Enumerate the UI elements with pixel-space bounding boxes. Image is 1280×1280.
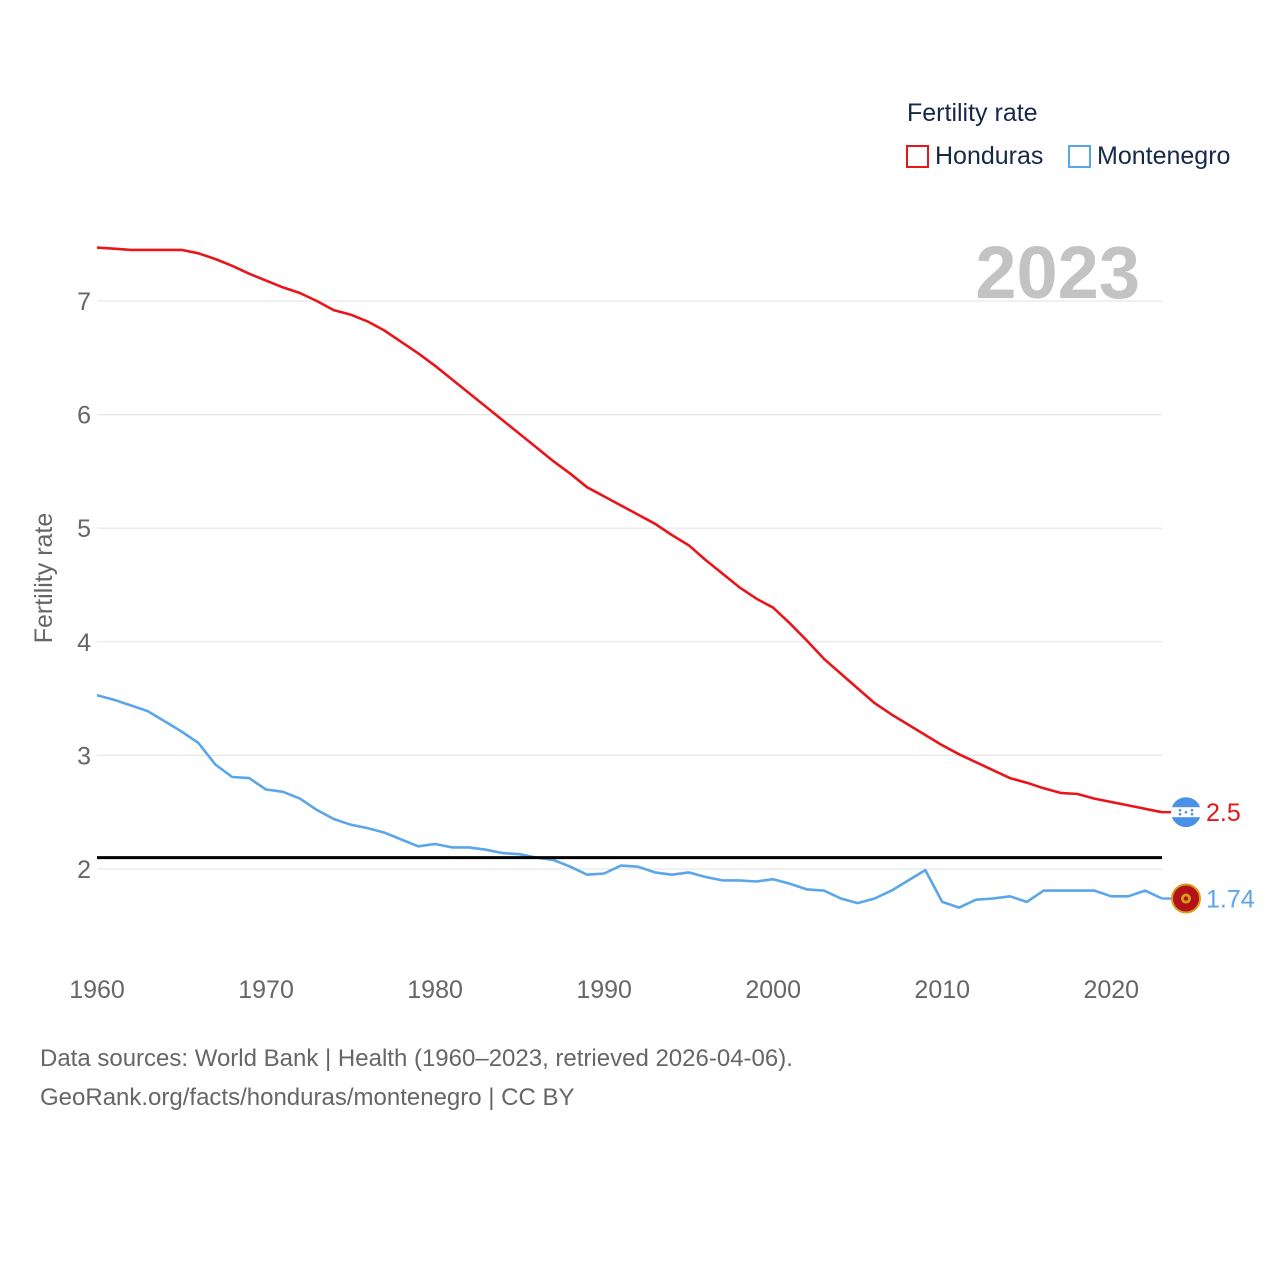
x-tick-label: 2000 bbox=[745, 976, 801, 1004]
y-tick-label: 3 bbox=[77, 742, 91, 770]
series-line-montenegro[interactable] bbox=[96, 693, 1163, 909]
x-tick-label: 1990 bbox=[576, 976, 632, 1004]
legend-title: Fertility rate bbox=[907, 99, 1038, 127]
series-lines bbox=[96, 246, 1163, 909]
legend-item-honduras[interactable]: Honduras bbox=[906, 142, 1043, 171]
legend-label-honduras: Honduras bbox=[935, 142, 1044, 170]
y-tick-label: 5 bbox=[77, 515, 91, 543]
y-tick-label: 4 bbox=[77, 629, 91, 657]
x-tick-label: 1960 bbox=[69, 976, 125, 1004]
footer-sources: Data sources: World Bank | Health (1960–… bbox=[40, 1045, 793, 1072]
y-tick-label: 2 bbox=[77, 856, 91, 884]
legend-item-montenegro[interactable]: Montenegro bbox=[1068, 142, 1230, 171]
legend-swatch-honduras bbox=[906, 145, 929, 168]
end-value-label-honduras: 2.5 bbox=[1206, 799, 1241, 827]
y-tick-label: 6 bbox=[77, 402, 91, 430]
footer-attribution[interactable]: GeoRank.org/facts/honduras/montenegro | … bbox=[40, 1084, 575, 1111]
legend-swatch-montenegro bbox=[1068, 145, 1091, 168]
flag-montenegro-icon bbox=[1171, 883, 1201, 914]
x-tick-label: 2010 bbox=[914, 976, 970, 1004]
x-tick-label: 1970 bbox=[238, 976, 294, 1004]
y-tick-label: 7 bbox=[77, 288, 91, 316]
series-line-honduras[interactable] bbox=[96, 246, 1163, 814]
grid-lines bbox=[97, 300, 1162, 870]
x-axis-ticks: 1960 1970 1980 1990 2000 2010 2020 bbox=[69, 976, 1139, 1004]
legend-label-montenegro: Montenegro bbox=[1097, 142, 1231, 170]
x-tick-label: 2020 bbox=[1083, 976, 1139, 1004]
series-end-markers: 2.5 1.74 bbox=[1162, 797, 1255, 914]
year-label: 2023 bbox=[975, 231, 1140, 314]
y-axis-ticks: 2 3 4 5 6 7 bbox=[77, 288, 91, 884]
x-tick-label: 1980 bbox=[407, 976, 463, 1004]
y-axis-label: Fertility rate bbox=[30, 513, 58, 644]
end-value-label-montenegro: 1.74 bbox=[1206, 886, 1255, 914]
flag-honduras-icon bbox=[1171, 797, 1201, 828]
